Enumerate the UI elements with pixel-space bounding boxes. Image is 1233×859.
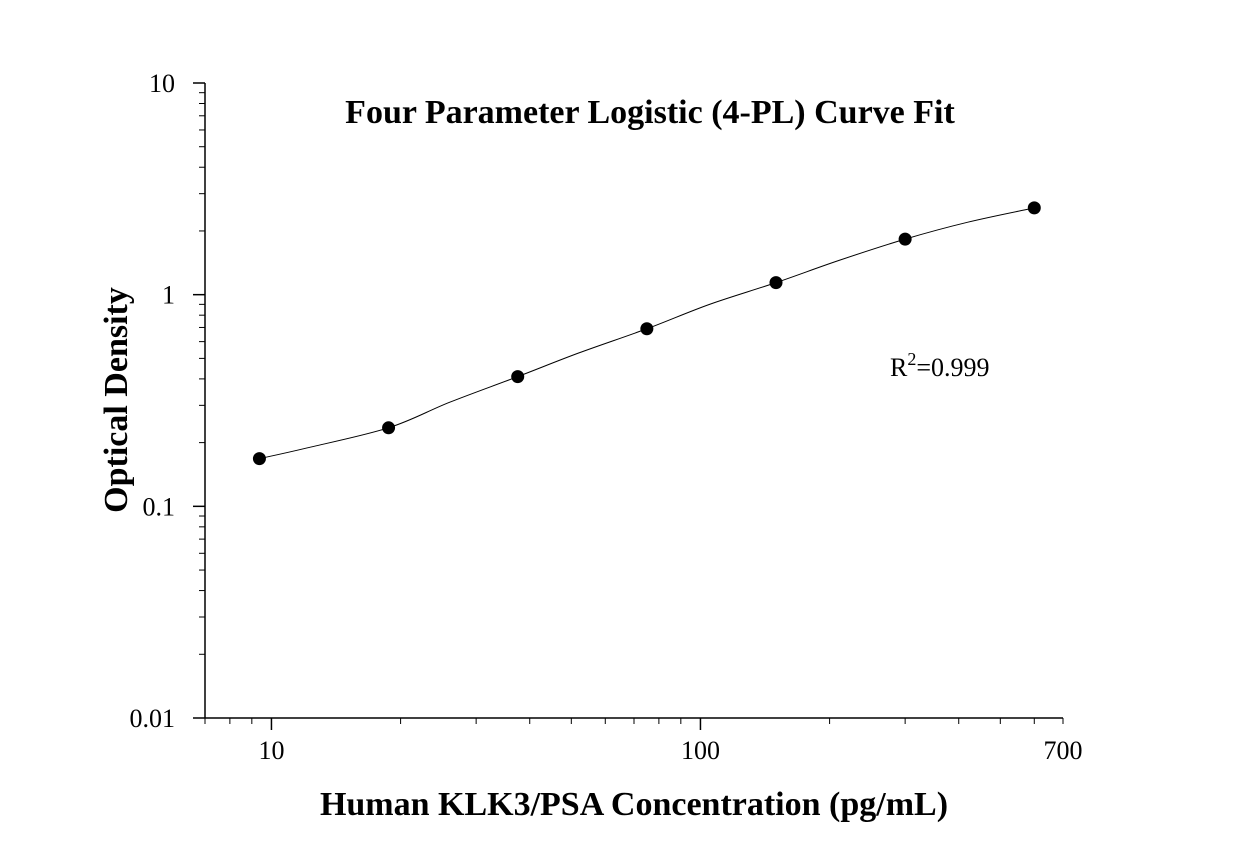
- y-axis-label: Optical Density: [98, 287, 135, 513]
- data-point: [769, 276, 783, 290]
- x-tick-label: 700: [1044, 736, 1083, 765]
- data-points: [252, 201, 1041, 466]
- tick-labels: 0.01 0.1 1 10 10 100 700: [130, 69, 1083, 765]
- x-axis-label: Human KLK3/PSA Concentration (pg/mL): [320, 786, 948, 823]
- y-tick-label: 0.01: [130, 704, 176, 733]
- y-tick-label: 10: [149, 69, 175, 98]
- y-tick-label: 0.1: [143, 492, 176, 521]
- x-tick-label: 100: [681, 736, 720, 765]
- x-tick-label: 10: [258, 736, 284, 765]
- r-squared-base: R: [890, 353, 908, 382]
- data-point: [640, 322, 654, 336]
- data-point: [898, 232, 912, 246]
- data-point: [382, 421, 396, 435]
- chart-title: Four Parameter Logistic (4-PL) Curve Fit: [345, 94, 955, 131]
- data-point: [511, 370, 525, 384]
- y-tick-label: 1: [162, 281, 175, 310]
- data-point: [252, 452, 266, 466]
- ticks: [193, 82, 1064, 730]
- axes: [204, 83, 1063, 719]
- r-squared-superscript: 2: [907, 349, 916, 369]
- r-squared-annotation: R2=0.999: [890, 349, 990, 382]
- r-squared-value: =0.999: [916, 353, 989, 382]
- data-point: [1027, 201, 1041, 215]
